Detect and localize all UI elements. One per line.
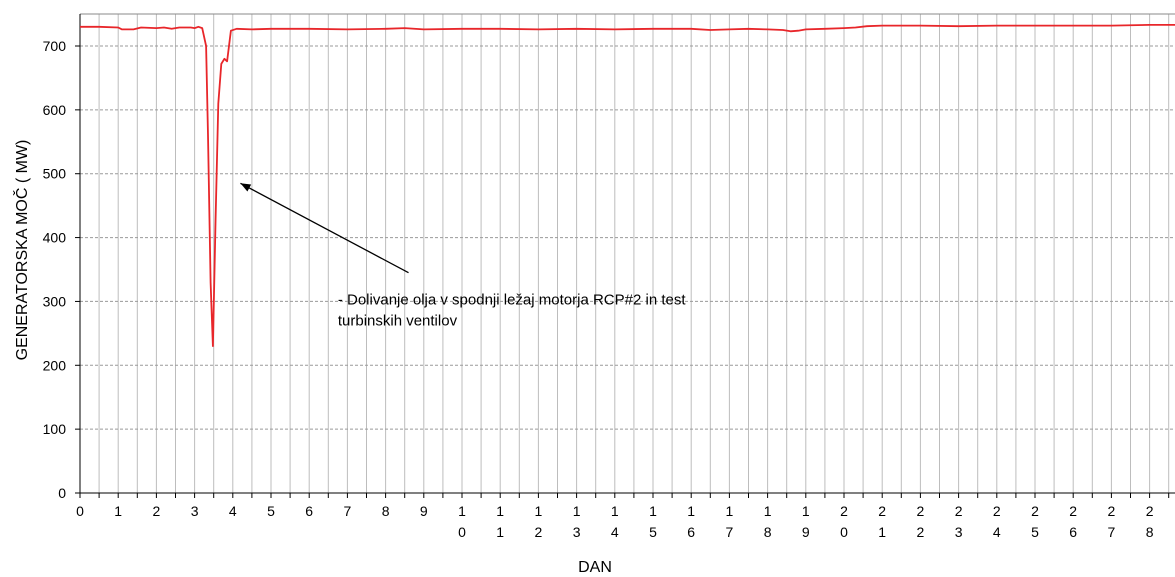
y-tick-label: 600 xyxy=(43,102,67,118)
y-tick-label: 100 xyxy=(43,421,67,437)
annotation-text-line: - Dolivanje olja v spodnji ležaj motorja… xyxy=(338,292,686,309)
x-tick-label: 2 xyxy=(955,503,963,519)
x-tick-label: 7 xyxy=(344,503,352,519)
x-tick-label: 9 xyxy=(420,503,428,519)
x-tick-label-second-line: 7 xyxy=(726,524,734,540)
x-tick-label: 6 xyxy=(305,503,313,519)
y-tick-label: 200 xyxy=(43,357,67,373)
x-tick-label-second-line: 2 xyxy=(917,524,925,540)
x-tick-label: 4 xyxy=(229,503,237,519)
x-tick-label: 2 xyxy=(878,503,886,519)
annotation-text-line: turbinskih ventilov xyxy=(338,313,458,330)
y-tick-label: 700 xyxy=(43,38,67,54)
annotation-arrow-line xyxy=(240,182,409,274)
x-tick-label: 1 xyxy=(764,503,772,519)
x-tick-label: 1 xyxy=(649,503,657,519)
x-tick-label-second-line: 7 xyxy=(1108,524,1116,540)
annotation-arrow-head xyxy=(240,183,252,192)
x-tick-label-second-line: 0 xyxy=(458,524,466,540)
x-tick-label-second-line: 1 xyxy=(496,524,504,540)
x-tick-label: 3 xyxy=(191,503,199,519)
x-tick-label-second-line: 3 xyxy=(573,524,581,540)
x-tick-label: 2 xyxy=(993,503,1001,519)
y-tick-label: 400 xyxy=(43,230,67,246)
x-tick-label-second-line: 5 xyxy=(649,524,657,540)
power-series-line xyxy=(80,24,1175,347)
x-tick-label-second-line: 2 xyxy=(535,524,543,540)
x-axis-title: DAN xyxy=(578,559,612,576)
y-tick-label: 300 xyxy=(43,293,67,309)
x-tick-label: 2 xyxy=(1146,503,1154,519)
x-tick-label-second-line: 9 xyxy=(802,524,810,540)
x-tick-label: 2 xyxy=(917,503,925,519)
x-tick-label-second-line: 6 xyxy=(1069,524,1077,540)
series-layer xyxy=(80,24,1175,347)
x-tick-label: 1 xyxy=(458,503,466,519)
x-tick-label: 1 xyxy=(726,503,734,519)
x-tick-label-second-line: 0 xyxy=(840,524,848,540)
x-tick-label: 2 xyxy=(840,503,848,519)
x-tick-label-second-line: 6 xyxy=(687,524,695,540)
x-tick-label-second-line: 1 xyxy=(878,524,886,540)
x-tick-label-second-line: 8 xyxy=(764,524,772,540)
x-tick-label-second-line: 4 xyxy=(611,524,619,540)
x-tick-label-second-line: 8 xyxy=(1146,524,1154,540)
axes xyxy=(75,13,1175,498)
x-tick-label: 1 xyxy=(687,503,695,519)
x-tick-label-second-line: 5 xyxy=(1031,524,1039,540)
y-axis-title: GENERATORSKA MOČ ( MW) xyxy=(12,140,31,361)
x-tick-label: 2 xyxy=(1031,503,1039,519)
x-tick-label: 5 xyxy=(267,503,275,519)
x-tick-label: 2 xyxy=(153,503,161,519)
y-tick-label: 500 xyxy=(43,166,67,182)
x-tick-label: 1 xyxy=(535,503,543,519)
x-tick-label-second-line: 3 xyxy=(955,524,963,540)
x-tick-label: 0 xyxy=(76,503,84,519)
x-tick-label-second-line: 4 xyxy=(993,524,1001,540)
annotation: - Dolivanje olja v spodnji ležaj motorja… xyxy=(240,182,686,330)
x-tick-label: 1 xyxy=(611,503,619,519)
x-tick-label: 1 xyxy=(114,503,122,519)
x-tick-label: 2 xyxy=(1108,503,1116,519)
x-tick-label: 1 xyxy=(496,503,504,519)
x-tick-label: 1 xyxy=(573,503,581,519)
grid-lines xyxy=(80,14,1175,493)
x-tick-label: 8 xyxy=(382,503,390,519)
y-tick-label: 0 xyxy=(58,485,66,501)
x-tick-label: 2 xyxy=(1069,503,1077,519)
x-tick-label: 1 xyxy=(802,503,810,519)
